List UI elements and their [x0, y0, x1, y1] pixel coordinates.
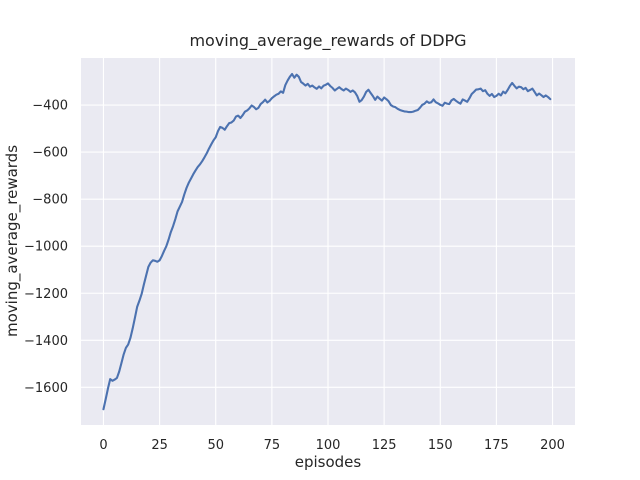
y-tick-label: −1000	[24, 240, 68, 255]
x-tick-label: 25	[151, 438, 168, 453]
x-tick-label: 100	[316, 438, 341, 453]
y-tick-label: −400	[32, 99, 68, 114]
x-tick-labels: 0 25 50 75 100 125 150 175 200	[99, 438, 565, 453]
chart-title: moving_average_rewards of DDPG	[189, 31, 466, 51]
x-tick-label: 75	[264, 438, 281, 453]
y-tick-label: −1200	[24, 287, 68, 302]
y-tick-label: −600	[32, 146, 68, 161]
y-tick-label: −800	[32, 193, 68, 208]
x-tick-label: 150	[428, 438, 453, 453]
x-tick-label: 50	[207, 438, 224, 453]
x-tick-label: 125	[372, 438, 397, 453]
y-axis-label: moving_average_rewards	[3, 145, 22, 337]
x-tick-label: 175	[484, 438, 509, 453]
y-tick-labels: −400 −600 −800 −1000 −1200 −1400 −1600	[24, 99, 68, 396]
y-tick-label: −1400	[24, 334, 68, 349]
reward-line	[102, 72, 552, 411]
series-lines	[102, 72, 552, 411]
x-tick-label: 200	[540, 438, 565, 453]
x-tick-label: 0	[99, 438, 107, 453]
gridlines	[81, 58, 575, 425]
y-tick-label: −1600	[24, 381, 68, 396]
x-axis-label: episodes	[295, 453, 362, 471]
